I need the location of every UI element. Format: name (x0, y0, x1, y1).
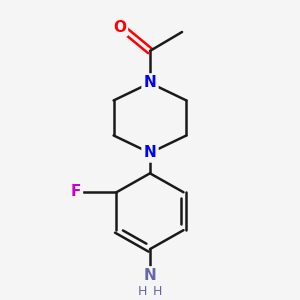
Text: N: N (144, 146, 156, 160)
Text: F: F (70, 184, 81, 199)
Text: O: O (113, 20, 126, 34)
Text: H: H (138, 285, 147, 298)
Text: N: N (144, 268, 156, 284)
Text: N: N (144, 76, 156, 91)
Text: H: H (153, 285, 162, 298)
